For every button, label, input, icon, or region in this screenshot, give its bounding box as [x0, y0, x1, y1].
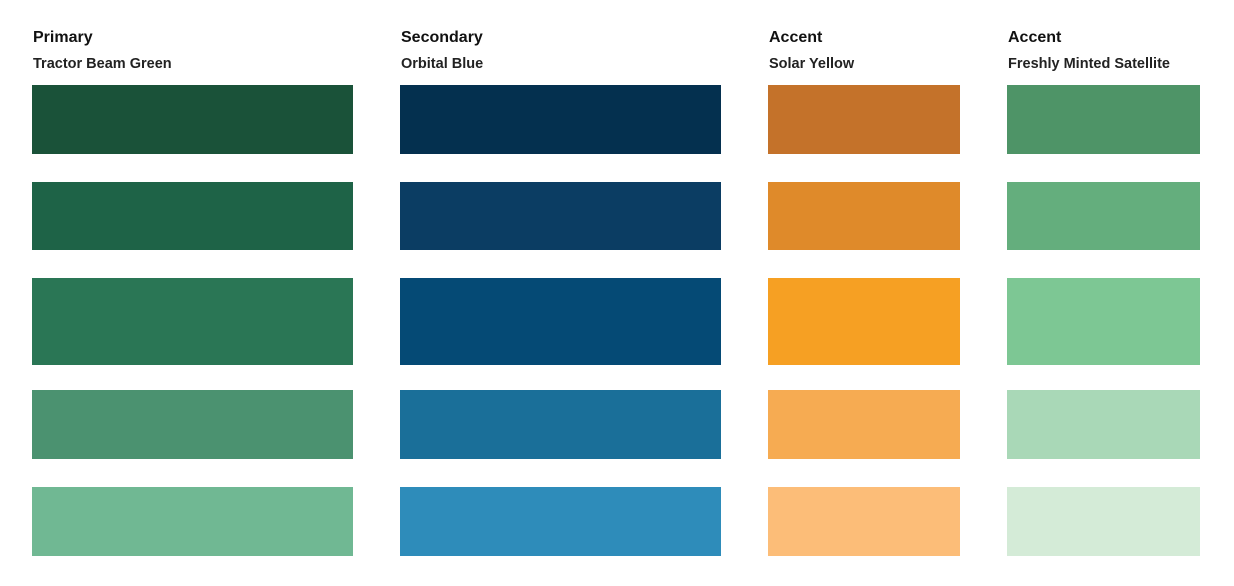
color-swatch: [1007, 487, 1200, 556]
color-swatch: [400, 85, 721, 154]
color-swatch: [768, 390, 960, 459]
color-swatch: [400, 278, 721, 365]
color-swatch: [32, 182, 353, 250]
color-swatch: [400, 390, 721, 459]
color-swatch: [768, 487, 960, 556]
color-swatch: [1007, 85, 1200, 154]
color-swatch: [768, 278, 960, 365]
color-swatch: [768, 182, 960, 250]
color-swatch: [32, 85, 353, 154]
color-name: Freshly Minted Satellite: [1008, 56, 1170, 72]
color-role: Accent: [1008, 29, 1062, 46]
color-swatch: [400, 487, 721, 556]
color-name: Solar Yellow: [769, 56, 855, 72]
color-role: Accent: [769, 29, 823, 46]
color-name: Orbital Blue: [401, 56, 484, 72]
color-swatch: [1007, 390, 1200, 459]
color-name: Tractor Beam Green: [33, 56, 172, 72]
color-swatch: [1007, 278, 1200, 365]
color-swatch: [32, 390, 353, 459]
color-role: Secondary: [401, 29, 483, 46]
color-swatch: [768, 85, 960, 154]
color-swatch: [1007, 182, 1200, 250]
color-role: Primary: [33, 29, 93, 46]
color-swatch: [400, 182, 721, 250]
color-swatch: [32, 487, 353, 556]
color-swatch: [32, 278, 353, 365]
